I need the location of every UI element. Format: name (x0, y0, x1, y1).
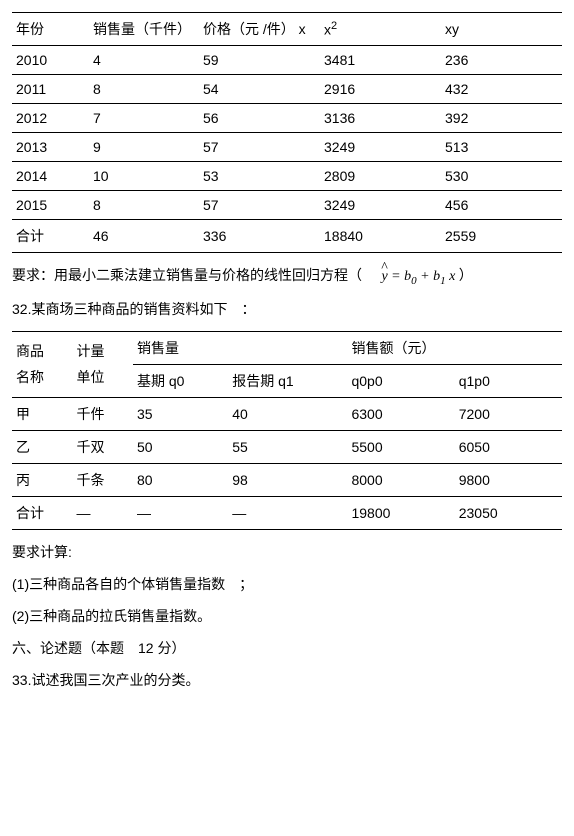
col-year: 年份 (12, 13, 89, 46)
q33-text: 33.试述我国三次产业的分类。 (12, 670, 562, 690)
sales-data-table: 商品 名称 计量 单位 销售量 销售额（元） 基期 q0 报告期 q1 q0p0… (12, 331, 562, 530)
table-head-row: 年份 销售量（千件） 价格（元 /件） x x2 xy (12, 13, 562, 46)
table-row: 丙千条809880009800 (12, 463, 562, 496)
col-q1p0: q1p0 (455, 364, 562, 397)
col-q0: 基期 q0 (133, 364, 228, 397)
q32-title: 32.某商场三种商品的销售资料如下 ： (12, 299, 562, 319)
col-sales: 销售量（千件） (89, 13, 199, 46)
requirement-line: 要求：用最小二乘法建立销售量与价格的线性回归方程（ y = b0 + b1 x … (12, 265, 562, 287)
col-unit: 单位 (77, 367, 130, 387)
table-row: 201410532809530 (12, 162, 562, 191)
col-revenue-group: 销售额（元） (347, 331, 562, 364)
req2-item-1: (1)三种商品各自的个体销售量指数 ； (12, 574, 562, 594)
col-unit-top: 计量 (77, 341, 130, 361)
col-xy: xy (441, 13, 562, 46)
table-row: 20118542916432 (12, 75, 562, 104)
req1-suffix: ） (459, 267, 473, 283)
col-sales-group: 销售量 (133, 331, 347, 364)
table-row: 甲千件354063007200 (12, 397, 562, 430)
col-q0p0: q0p0 (347, 364, 454, 397)
table-total-row: 合计———1980023050 (12, 496, 562, 529)
table-row: 20139573249513 (12, 133, 562, 162)
col-goods: 商品 (16, 341, 69, 361)
table-row: 20158573249456 (12, 191, 562, 220)
col-name: 名称 (16, 367, 69, 387)
req2-title: 要求计算: (12, 542, 562, 562)
table-head-row-1: 商品 名称 计量 单位 销售量 销售额（元） (12, 331, 562, 364)
section-6-title: 六、论述题（本题 12 分） (12, 638, 562, 658)
table-row: 20104593481236 (12, 46, 562, 75)
col-x2: x2 (320, 13, 441, 46)
regression-formula: y = b0 + b1 x (381, 269, 458, 284)
req1-prefix: 要求：用最小二乘法建立销售量与价格的线性回归方程（ (12, 267, 362, 283)
req2-item-2: (2)三种商品的拉氏销售量指数。 (12, 606, 562, 626)
regression-data-table: 年份 销售量（千件） 价格（元 /件） x x2 xy 201045934812… (12, 12, 562, 253)
table-row: 乙千双505555006050 (12, 430, 562, 463)
table-row: 20127563136392 (12, 104, 562, 133)
col-q1: 报告期 q1 (228, 364, 347, 397)
col-price-x: 价格（元 /件） x (199, 13, 320, 46)
table-total-row: 合计46336188402559 (12, 220, 562, 253)
